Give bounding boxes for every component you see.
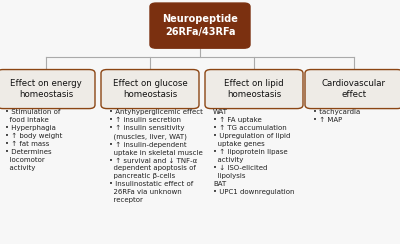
Text: • tachycardia
• ↑ MAP: • tachycardia • ↑ MAP — [313, 109, 360, 123]
Text: Neuropeptide
26RFa/43RFa: Neuropeptide 26RFa/43RFa — [162, 14, 238, 37]
FancyBboxPatch shape — [205, 70, 303, 109]
FancyBboxPatch shape — [101, 70, 199, 109]
Text: • Stimulation of
  food intake
• Hyperphagia
• ↑ body weight
• ↑ fat mass
• Dete: • Stimulation of food intake • Hyperphag… — [5, 109, 62, 171]
Text: Effect on lipid
homeostasis: Effect on lipid homeostasis — [224, 79, 284, 100]
FancyBboxPatch shape — [150, 3, 250, 48]
Text: Effect on glucose
homeostasis: Effect on glucose homeostasis — [113, 79, 187, 100]
Text: • Antyhyperglicemic effect
• ↑ insulin secretion
• ↑ insulin sensitivity
  (musc: • Antyhyperglicemic effect • ↑ insulin s… — [109, 109, 203, 203]
Text: WAT
• ↑ FA uptake
• ↑ TG accumulation
• Upregulation of lipid
  uptake genes
• ↑: WAT • ↑ FA uptake • ↑ TG accumulation • … — [213, 109, 294, 195]
Text: Cardiovascular
effect: Cardiovascular effect — [322, 79, 386, 100]
Text: Effect on energy
homeostasis: Effect on energy homeostasis — [10, 79, 82, 100]
FancyBboxPatch shape — [305, 70, 400, 109]
FancyBboxPatch shape — [0, 70, 95, 109]
